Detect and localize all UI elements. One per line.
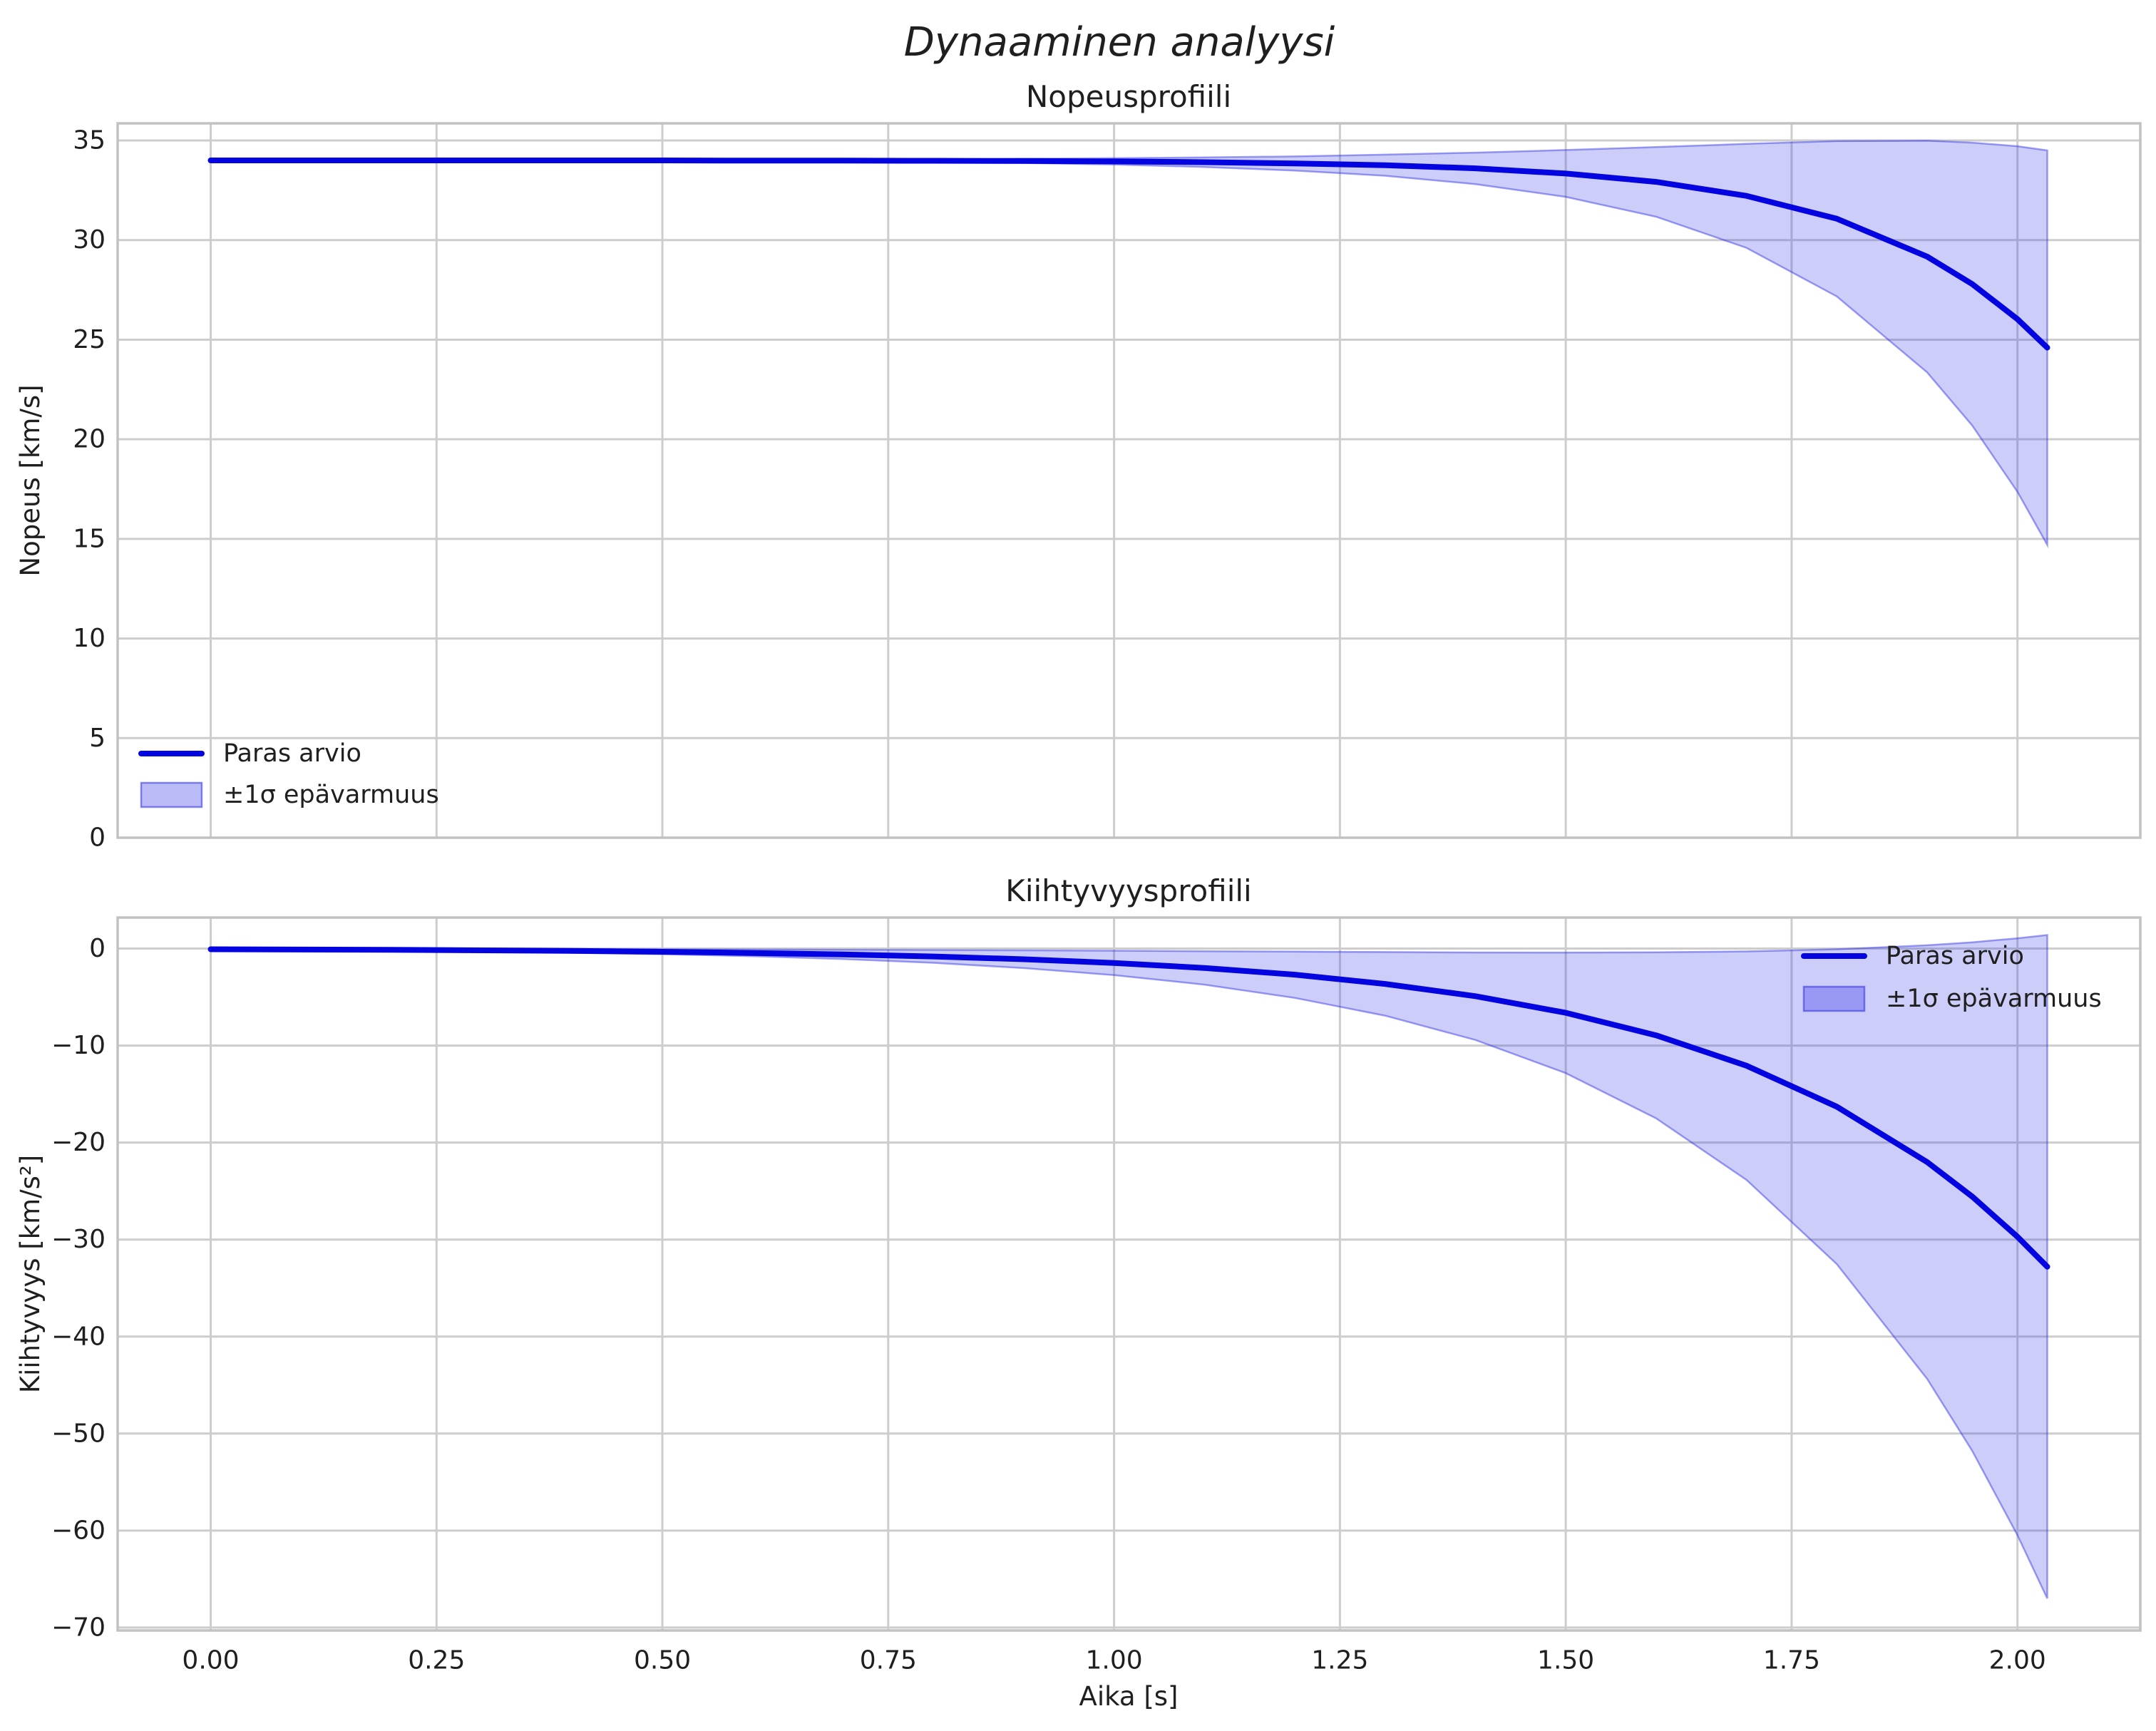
y-tick-label: −60: [51, 1516, 106, 1545]
x-axis-label: Aika [s]: [1079, 1681, 1179, 1712]
figure-title: Dynaaminen analyysi: [904, 19, 1335, 66]
legend-label: ±1σ epävarmuus: [223, 781, 439, 809]
legend: Paras arvio ±1σ epävarmuus: [138, 739, 439, 809]
legend-label: Paras arvio: [1886, 942, 2024, 970]
axes-frame: [116, 122, 2142, 839]
subplot-1: 0 5 10 15 20 25 30 35 Paras arvio ±1σ epävarmuus: [73, 122, 2142, 853]
y-tick-label: 15: [73, 524, 106, 553]
y-tick-label: −30: [51, 1225, 106, 1254]
y-tick-label: −70: [51, 1613, 106, 1642]
best-estimate-line: [207, 158, 2050, 351]
subplot2-title: Kiihtyvyysprofiili: [1005, 873, 1251, 908]
y-tick-label: 10: [73, 624, 106, 653]
y-tick-label: 0: [89, 823, 106, 853]
y-tick-label: −10: [51, 1031, 106, 1060]
subplot1-title: Nopeusprofiili: [1026, 79, 1231, 114]
legend-patch-sample: [140, 781, 203, 808]
y-tick-label: 5: [89, 724, 106, 753]
y-tick-label: 30: [73, 225, 106, 255]
best-estimate-line: [207, 946, 2050, 1270]
subplot2-ylabel: Kiihtyvyys [km/s²]: [15, 1155, 46, 1393]
x-tick-label: 1.00: [1086, 1646, 1143, 1675]
y-tick-label: 25: [73, 325, 106, 354]
y-tick-label: −20: [51, 1128, 106, 1157]
x-tick-label: 2.00: [1989, 1646, 2046, 1675]
x-tick-label: 0.75: [860, 1646, 917, 1675]
legend-label: Paras arvio: [223, 739, 361, 768]
x-tick-label: 1.25: [1311, 1646, 1368, 1675]
grid: [118, 918, 2140, 1630]
x-tick-label: 0.50: [634, 1646, 691, 1675]
y-tick-label: −40: [51, 1322, 106, 1351]
y-tick-label: 0: [89, 934, 106, 963]
y-tick-label: −50: [51, 1419, 106, 1448]
axes-frame: [116, 916, 2142, 1632]
legend-label: ±1σ epävarmuus: [1886, 985, 2102, 1013]
subplot1-ylabel: Nopeus [km/s]: [15, 384, 46, 576]
x-tick-label: 0.25: [408, 1646, 465, 1675]
uncertainty-band: [210, 934, 2048, 1599]
legend-patch-sample: [1802, 985, 1866, 1012]
legend: Paras arvio ±1σ epävarmuus: [1801, 942, 2102, 1013]
x-tick-label: 1.75: [1763, 1646, 1820, 1675]
x-tick-label: 0.00: [182, 1646, 239, 1675]
y-tick-label: 20: [73, 425, 106, 454]
x-tick-label: 1.50: [1537, 1646, 1594, 1675]
y-tick-label: 35: [73, 126, 106, 155]
subplot-2: 0 −10 −20 −30 −40 −50 −60 −70 0.00 0.25 0.50 0.75 1.…: [51, 916, 2142, 1675]
